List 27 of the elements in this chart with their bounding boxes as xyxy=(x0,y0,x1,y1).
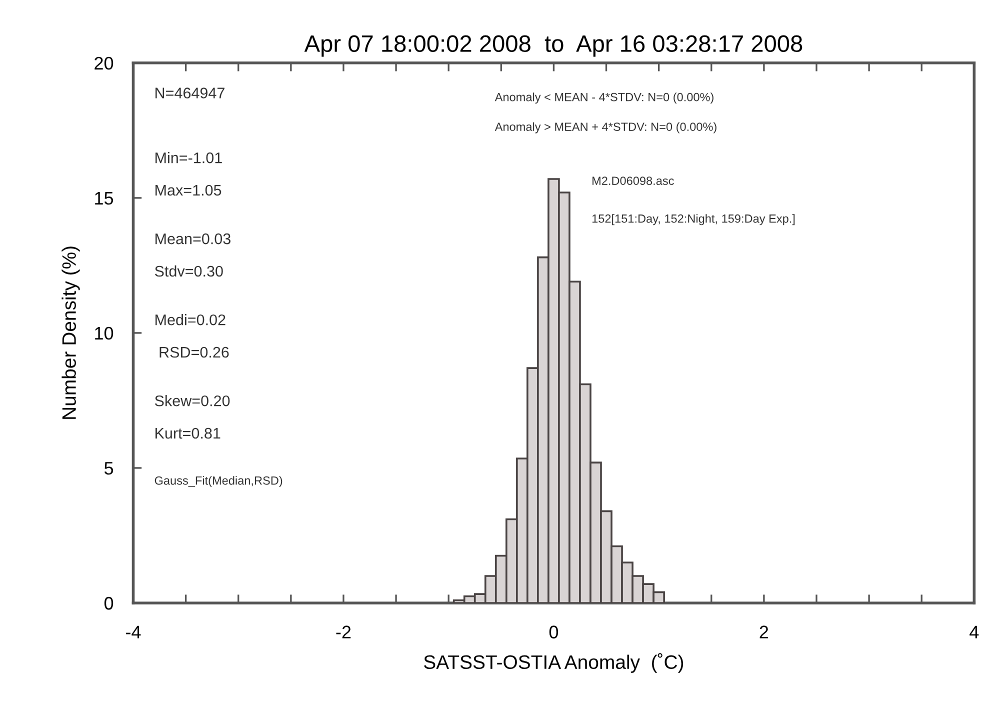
annotation: Medi=0.02 xyxy=(156,314,226,326)
y-tick-label: 10 xyxy=(95,326,114,340)
annotation: Min=-1.01 xyxy=(156,152,222,164)
x-tick-label: 2 xyxy=(760,626,768,638)
y-tick-label: 20 xyxy=(94,56,114,70)
y-axis-title: Number Density (%) xyxy=(62,246,80,419)
annotation: Mean=0.03 xyxy=(156,233,230,244)
annotation: Anomaly > MEAN + 4*STDV: N=0 (0.00%) xyxy=(494,122,716,134)
annotation: RSD=0.26 xyxy=(160,346,229,358)
y-tick-label: 5 xyxy=(104,462,114,475)
annotation: N=464947 xyxy=(156,88,224,98)
chart-title: Apr 07 18:00:02 2008 to Apr 16 03:28:17 2008 xyxy=(304,35,802,57)
annotation: M2.D06098.asc xyxy=(592,176,674,185)
annotation: Skew=0.20 xyxy=(154,395,230,406)
x-tick-label: -4 xyxy=(126,626,141,638)
annotation: Gauss_Fit(Median,RSD) xyxy=(154,476,282,488)
annotation: Kurt=0.81 xyxy=(156,428,220,439)
x-tick-label: -2 xyxy=(336,626,351,638)
annotation: Anomaly < MEAN - 4*STDV: N=0 (0.00%) xyxy=(494,92,714,104)
x-tick-label: 0 xyxy=(549,626,558,638)
y-tick-label: 15 xyxy=(95,192,114,205)
annotation: Stdv=0.30 xyxy=(154,265,223,277)
annotation: 152[151:Day, 152:Night, 159:Day Exp.] xyxy=(592,214,795,226)
x-axis-title: SATSST-OSTIA Anomaly (˚C) xyxy=(424,653,684,673)
annotation: Max=1.05 xyxy=(156,184,222,196)
x-tick-label: 4 xyxy=(970,626,979,638)
y-tick-label: 0 xyxy=(104,596,114,610)
